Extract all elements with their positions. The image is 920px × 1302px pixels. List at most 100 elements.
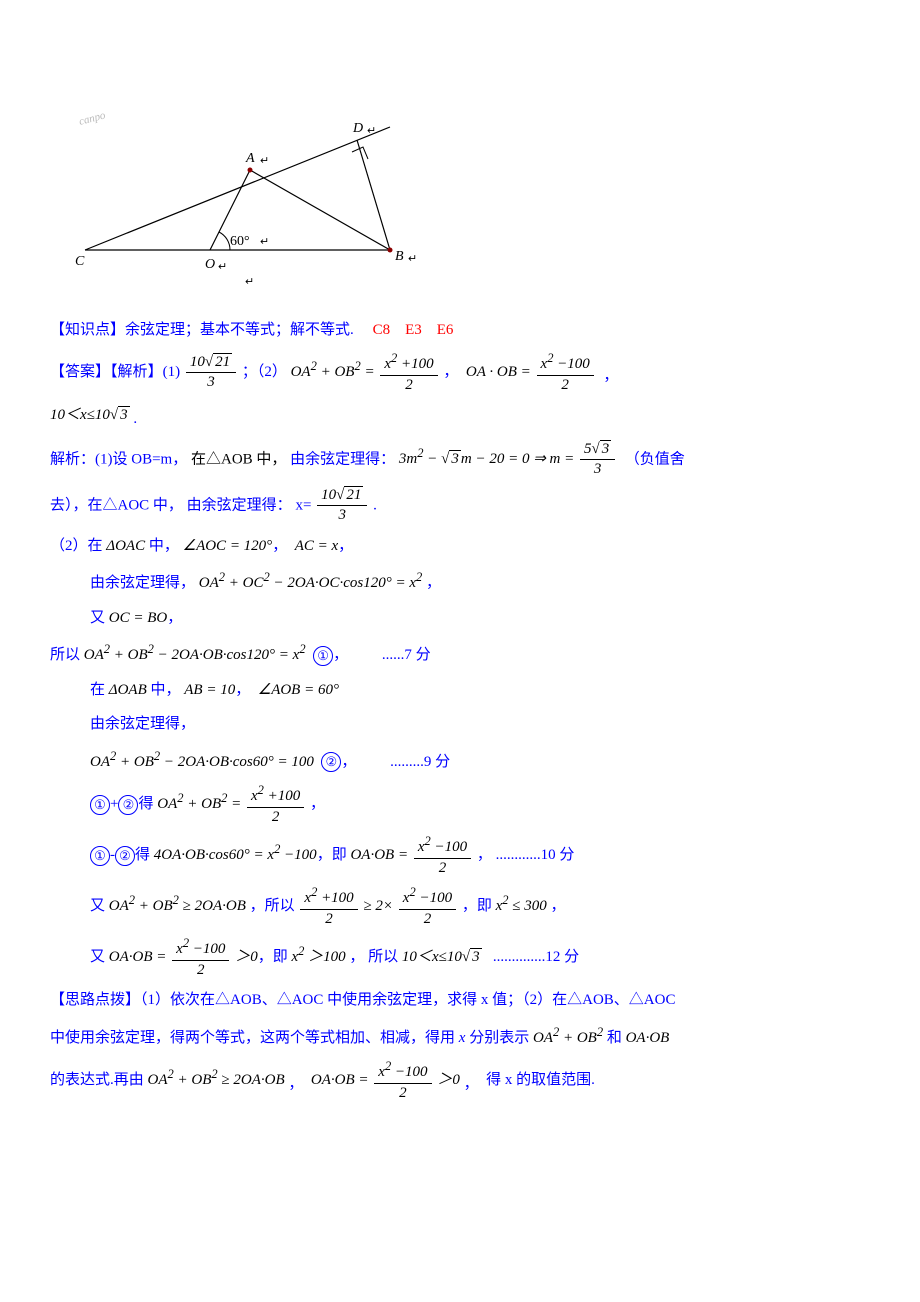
circle-num: ① — [90, 846, 110, 866]
text: ， — [272, 538, 287, 554]
p2-line-11: 又 OA·OB = x2 −1002 ＞0，即 x2 ＞100 ， 所以 10＜… — [50, 935, 870, 980]
text: + — [110, 796, 118, 812]
svg-text:B: B — [395, 249, 404, 264]
svg-text:C: C — [75, 254, 85, 269]
text: 又 — [90, 949, 105, 965]
knowledge-title: 知识点 — [65, 322, 110, 338]
bracket: 【 — [50, 322, 65, 338]
hint-line-2: 中使用余弦定理，得两个等式，这两个等式相加、相减，得用 x 分别表示 OA2 +… — [50, 1021, 870, 1053]
text: ......7 分 — [382, 647, 431, 663]
svg-text:↵: ↵ — [260, 236, 269, 248]
hint-line-3: 的表达式.再由 OA2 + OB2 ≥ 2OA·OB ， OA·OB = x2 … — [50, 1058, 870, 1103]
text: 解析 — [118, 364, 148, 380]
bracket: 】 — [110, 322, 125, 338]
tag: E3 — [405, 322, 422, 338]
text: ， — [551, 898, 566, 914]
watermark: canpo — [78, 109, 108, 128]
p2-line-8: ①+②得 OA2 + OB2 = x2 +1002 ， — [50, 782, 870, 827]
text: 由余弦定理得， — [90, 575, 195, 591]
text: ， — [310, 796, 325, 812]
fraction: x2 −1002 — [399, 884, 456, 929]
fraction: x2 +1002 — [380, 350, 437, 395]
text: 中使用余弦定理，得两个等式，这两个等式相加、相减，得用 — [50, 1030, 455, 1046]
text: ， — [603, 368, 618, 384]
text: ， — [235, 682, 250, 698]
p2-line-2: 由余弦定理得， OA2 + OC2 − 2OA·OC·cos120° = x2 … — [50, 566, 870, 598]
svg-text:↵: ↵ — [260, 155, 269, 167]
text: 又 — [90, 610, 105, 626]
fraction: x2 −1002 — [172, 935, 229, 980]
text: (1) — [163, 364, 181, 380]
text: ..............12 分 — [493, 949, 579, 965]
text: ， — [333, 647, 348, 663]
text: ， — [477, 847, 492, 863]
svg-text:O: O — [205, 257, 215, 272]
fraction: x2 −1002 — [374, 1058, 431, 1103]
knowledge-line: 【知识点】余弦定理；基本不等式；解不等式. C8 E3 E6 — [50, 316, 870, 345]
text: ， — [167, 610, 182, 626]
hint-line-1: 【思路点拨】（1）依次在△AOB、△AOC 中使用余弦定理，求得 x 值；（2）… — [50, 986, 870, 1015]
svg-text:60°: 60° — [230, 234, 250, 249]
text: 的表达式.再由 — [50, 1072, 144, 1088]
p2-line-1: （2）在 ΔOAC 中， ∠AOC = 120°， AC = x， — [50, 532, 870, 561]
circle-num: ② — [321, 752, 341, 772]
text: 由余弦定理得， — [90, 716, 195, 732]
text: . — [373, 497, 377, 513]
tag: E6 — [437, 322, 454, 338]
p2-line-10: 又 OA2 + OB2 ≥ 2OA·OB ，所以 x2 +1002 ≥ 2× x… — [50, 884, 870, 929]
solve-line-1: 解析：(1)设 OB=m， 在△AOB 中， 由余弦定理得： 3m2 − √3m… — [50, 440, 870, 480]
text: ，即 — [258, 949, 288, 965]
fraction: 10√213 — [186, 353, 236, 393]
text: ， — [464, 1076, 479, 1092]
text: ， — [426, 575, 441, 591]
text: 在△AOB 中， — [191, 451, 286, 467]
range-line: 10＜x≤10√3 . — [50, 401, 870, 434]
fraction: x2 +1002 — [247, 782, 304, 827]
svg-text:↵: ↵ — [367, 125, 376, 137]
text: （负值舍 — [625, 451, 685, 467]
text: x= — [295, 497, 311, 513]
text: ............10 分 — [496, 847, 575, 863]
triangle-svg: canpo C O ↵ B ↵ A ↵ D ↵ 60° ↵ ↵ — [70, 100, 450, 290]
p2-line-6: 由余弦定理得， — [50, 710, 870, 739]
svg-text:D: D — [352, 121, 363, 136]
p2-line-3: 又 OC = BO， — [50, 604, 870, 633]
text: .........9 分 — [390, 754, 450, 770]
text: 由余弦定理得： — [187, 497, 292, 513]
text: 【 — [50, 992, 65, 1008]
fraction: x2 −1002 — [414, 833, 471, 878]
circle-num: ① — [313, 646, 333, 666]
text: 思路点拨 — [65, 992, 125, 1008]
text: . — [133, 411, 137, 427]
knowledge-text: 余弦定理；基本不等式；解不等式. — [125, 322, 354, 338]
text: ，即 — [462, 898, 492, 914]
fraction: x2 +1002 — [300, 884, 357, 929]
text: ， — [443, 364, 458, 380]
geometry-diagram: canpo C O ↵ B ↵ A ↵ D ↵ 60° ↵ ↵ — [70, 100, 870, 301]
answer-line: 【答案】【解析】(1) 10√213 ；（2） OA2 + OB2 = x2 +… — [50, 350, 870, 395]
text: （2） — [257, 364, 287, 380]
tag: C8 — [373, 322, 391, 338]
fraction: 10√213 — [317, 486, 367, 526]
text: ， 所以 — [349, 949, 398, 965]
text: 答案 — [65, 364, 95, 380]
solve-line-2: 去），在△AOC 中， 由余弦定理得： x= 10√213 . — [50, 486, 870, 526]
text: ， — [338, 538, 353, 554]
svg-text:↵: ↵ — [218, 261, 227, 273]
text: （2） — [50, 538, 88, 554]
text: （1）依次在△AOB、△AOC 中使用余弦定理，求得 x 值；（2）在△AOB、… — [140, 992, 675, 1008]
p2-line-5: 在 ΔOAB 中， AB = 10， ∠AOB = 60° — [50, 676, 870, 705]
text: ， — [288, 1076, 303, 1092]
text: 由余弦定理得： — [290, 451, 395, 467]
text: 】 — [125, 992, 140, 1008]
text: 去），在△AOC 中， — [50, 497, 183, 513]
svg-text:A: A — [245, 151, 255, 166]
text: (1)设 OB=m， — [95, 451, 187, 467]
p2-line-9: ①-②得 4OA·OB·cos60° = x2 −100，即 OA·OB = x… — [50, 833, 870, 878]
text: ， — [341, 754, 356, 770]
svg-text:↵: ↵ — [245, 276, 254, 288]
text: 得 x 的取值范围. — [486, 1072, 595, 1088]
text: ； — [242, 364, 257, 380]
text: 得 — [135, 847, 154, 863]
text: 【 — [50, 364, 65, 380]
